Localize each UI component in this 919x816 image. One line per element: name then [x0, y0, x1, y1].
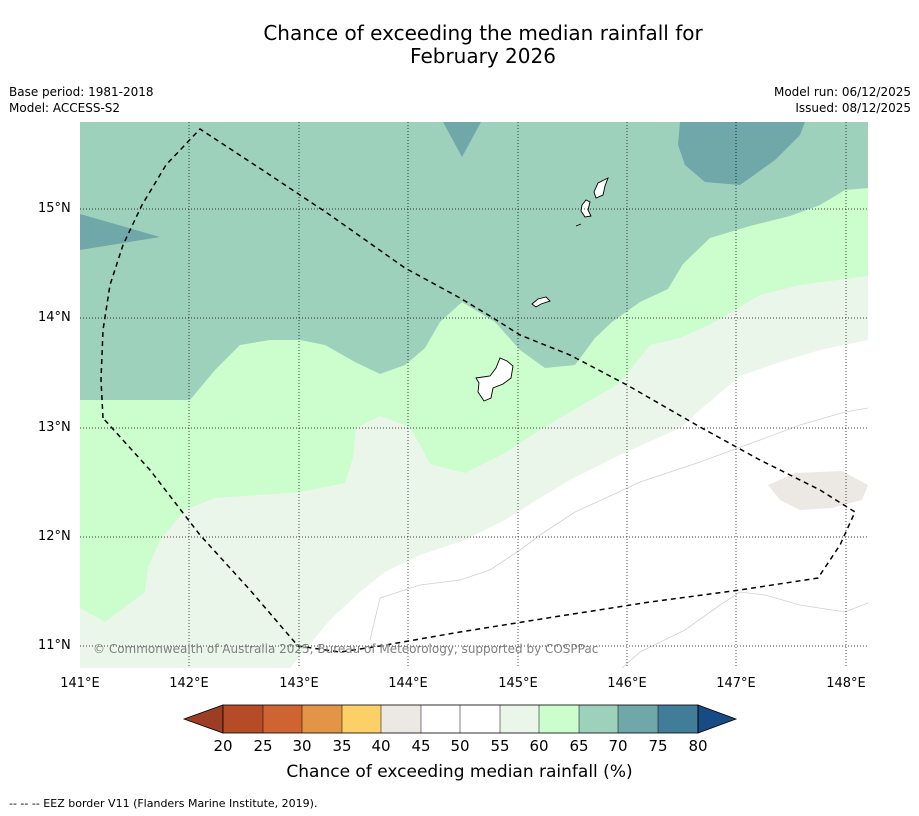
lon-label-145e: 145°E: [498, 676, 538, 691]
colorbar-bin-40-45: [381, 705, 421, 733]
colorbar-frame: [222, 704, 699, 734]
map-title: Chance of exceeding the median rainfall …: [0, 22, 919, 68]
lat-label-12n: 12°N: [38, 529, 71, 544]
colorbar-tick-80: 80: [688, 737, 708, 755]
island-rota: [531, 296, 551, 308]
lon-label-142e: 142°E: [169, 676, 209, 691]
lon-label-147e: 147°E: [716, 676, 756, 691]
colorbar-tick-70: 70: [608, 737, 628, 755]
colorbar: [182, 704, 738, 734]
lon-label-148e: 148°E: [826, 676, 866, 691]
eez-border: [100, 128, 856, 653]
contour-line-1: [369, 407, 868, 641]
colorbar-tick-35: 35: [332, 737, 352, 755]
colorbar-bin-35-40: [342, 705, 381, 733]
colorbar-extend-high: [697, 704, 738, 734]
title-line-1: Chance of exceeding the median rainfall …: [263, 21, 703, 45]
colorbar-tick-65: 65: [569, 737, 589, 755]
colorbar-bin-70-75: [618, 705, 658, 733]
model-name: Model: ACCESS-S2: [9, 101, 121, 115]
lat-label-13n: 13°N: [38, 420, 71, 435]
colorbar-tick-75: 75: [648, 737, 668, 755]
colorbar-bin-60-65: [539, 705, 579, 733]
lon-label-143e: 143°E: [279, 676, 319, 691]
metadata-left: Base period: 1981-2018 Model: ACCESS-S2: [9, 84, 154, 116]
colorbar-tick-45: 45: [411, 737, 431, 755]
colorbar-tick-40: 40: [371, 737, 391, 755]
colorbar-bin-75-80: [658, 705, 698, 733]
island-saipan: [593, 177, 609, 199]
colorbar-tick-60: 60: [529, 737, 549, 755]
region-40-45: [768, 471, 868, 510]
island-tinian: [580, 199, 592, 218]
region-75-80-west: [80, 214, 160, 250]
lat-label-11n: 11°N: [38, 638, 71, 653]
colorbar-bin-55-60: [500, 705, 539, 733]
copyright-notice: © Commonwealth of Australia 2025, Bureau…: [93, 642, 599, 656]
colorbar-extend-low: [182, 704, 224, 734]
graticule: [80, 122, 868, 668]
lon-label-141e: 141°E: [60, 676, 100, 691]
lat-label-14n: 14°N: [38, 310, 71, 325]
model-run: Model run: 06/12/2025: [773, 85, 911, 99]
colorbar-tick-55: 55: [490, 737, 510, 755]
colorbar-dividers: [262, 705, 659, 733]
metadata-right: Model run: 06/12/2025 Issued: 08/12/2025: [774, 84, 911, 116]
colorbar-tick-30: 30: [292, 737, 312, 755]
title-line-2: February 2026: [410, 44, 556, 68]
region-75-80-northeast: [678, 122, 805, 185]
issued-date: Issued: 08/12/2025: [795, 101, 911, 115]
lon-label-144e: 144°E: [388, 676, 428, 691]
colorbar-bin-20-25: [223, 705, 263, 733]
eez-legend-footer: -- -- -- EEZ border V11 (Flanders Marine…: [9, 797, 318, 810]
colorbar-title: Chance of exceeding median rainfall (%): [286, 762, 633, 782]
colorbar-bin-65-70: [579, 705, 618, 733]
region-70-75: [80, 122, 868, 400]
colorbar-bin-50-55: [460, 705, 500, 733]
colorbar-bin-30-35: [302, 705, 342, 733]
rainfall-map: [80, 122, 868, 668]
colorbar-tick-50: 50: [450, 737, 470, 755]
island-guam: [475, 357, 514, 402]
colorbar-tick-20: 20: [213, 737, 233, 755]
colorbar-bin-25-30: [263, 705, 302, 733]
region-75-80-north: [443, 122, 481, 157]
island-aguijan: [575, 223, 582, 227]
colorbar-bin-45-50: [421, 705, 460, 733]
contour-line-2: [621, 591, 868, 668]
colorbar-tick-25: 25: [253, 737, 273, 755]
lat-label-15n: 15°N: [38, 201, 71, 216]
lon-label-146e: 146°E: [607, 676, 647, 691]
base-period: Base period: 1981-2018: [9, 85, 154, 99]
